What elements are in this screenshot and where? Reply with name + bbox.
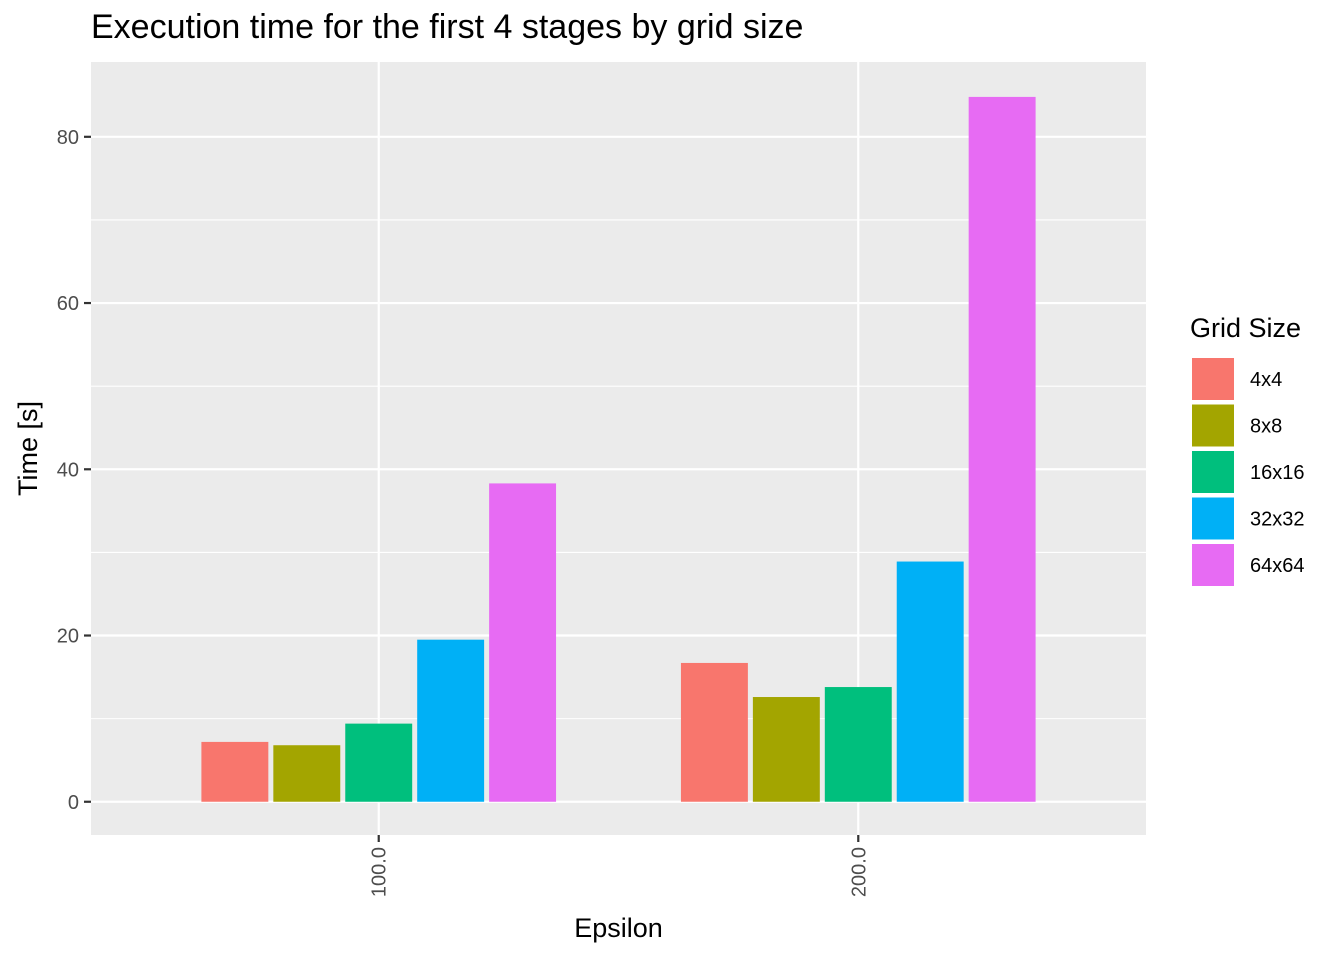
x-tick-label: 100.0	[369, 847, 391, 897]
x-tick-label: 200.0	[848, 847, 870, 897]
legend-key-8x8	[1192, 404, 1234, 447]
bar-64x64-200.0	[968, 96, 1036, 802]
bar-4x4-200.0	[680, 662, 748, 802]
chart-title: Execution time for the first 4 stages by…	[91, 8, 804, 46]
legend-label: 32x32	[1250, 509, 1305, 531]
bars	[201, 96, 1036, 802]
bar-16x16-100.0	[345, 723, 413, 802]
legend-label: 4x4	[1250, 369, 1282, 391]
legend: Grid Size 4x4 8x8 16x16 32x32 64x64	[1190, 313, 1305, 586]
bar-16x16-200.0	[824, 687, 892, 802]
y-tick-label: 80	[57, 127, 79, 149]
y-tick-label: 0	[68, 792, 79, 814]
x-axis-title: Epsilon	[574, 913, 663, 943]
legend-key-32x32	[1192, 497, 1234, 540]
legend-label: 64x64	[1250, 555, 1305, 577]
x-axis: 100.0 200.0	[369, 835, 870, 897]
bar-32x32-100.0	[417, 639, 485, 802]
legend-key-4x4	[1192, 358, 1234, 400]
y-tick-label: 40	[57, 459, 79, 481]
legend-label: 16x16	[1250, 462, 1305, 484]
y-tick-label: 60	[57, 293, 79, 315]
legend-label: 8x8	[1250, 416, 1282, 438]
y-axis: 0 20 40 60 80	[57, 127, 91, 814]
legend-title: Grid Size	[1190, 313, 1301, 343]
bar-32x32-200.0	[896, 561, 964, 802]
y-tick-label: 20	[57, 626, 79, 648]
bar-64x64-100.0	[489, 483, 557, 802]
y-axis-title: Time [s]	[13, 401, 43, 496]
legend-key-16x16	[1192, 451, 1234, 493]
bar-4x4-100.0	[201, 741, 269, 802]
bar-8x8-100.0	[273, 745, 341, 802]
legend-key-64x64	[1192, 544, 1234, 586]
bar-8x8-200.0	[752, 697, 820, 802]
